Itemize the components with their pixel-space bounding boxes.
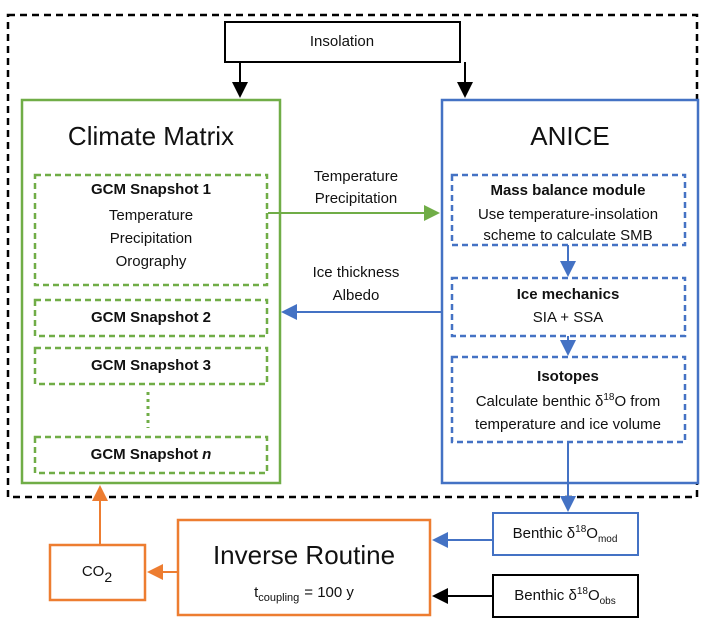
label: Use temperature-insolation [478, 206, 658, 223]
label: SIA + SSA [533, 309, 603, 326]
label: Orography [116, 253, 187, 270]
benthic-mod-box [492, 512, 639, 556]
snapshot-box [33, 346, 269, 386]
text: 18 [603, 392, 615, 403]
label: scheme to calculate SMB [483, 227, 652, 244]
module-title: Mass balance module [490, 182, 645, 199]
text: 18 [577, 586, 589, 597]
text: obs [600, 596, 616, 607]
snapshot-title: GCM Snapshot 3 [91, 357, 211, 374]
title: ANICE [530, 121, 609, 151]
text: = 100 y [304, 584, 354, 601]
snapshot-box [33, 173, 269, 287]
text: 2 [104, 569, 112, 585]
text: coupling [258, 592, 299, 604]
text: 18 [575, 524, 587, 535]
snapshot-box [33, 298, 269, 338]
text: O [586, 525, 598, 542]
module-title: Ice mechanics [517, 286, 620, 303]
label: Precipitation [110, 230, 193, 247]
text: n [202, 446, 211, 463]
label: temperature and ice volume [475, 416, 661, 433]
arrow-label: Ice thickness [313, 264, 400, 281]
inverse-routine-box [176, 518, 432, 617]
label: Benthic δ18Omod [513, 524, 618, 545]
text: mod [598, 534, 617, 545]
text: t [254, 584, 259, 601]
label: CO2 [82, 563, 113, 585]
insolation-box [224, 21, 461, 63]
arrow-label: Temperature [314, 168, 398, 185]
climate-matrix-box [20, 98, 282, 485]
text: O [588, 587, 600, 604]
label: Calculate benthic δ18O from [476, 392, 661, 410]
arrow-label: Precipitation [315, 190, 398, 207]
module-title: Isotopes [537, 368, 599, 385]
text: GCM Snapshot [91, 446, 199, 463]
arrow-label: Albedo [333, 287, 380, 304]
module-box [450, 173, 687, 247]
label: Insolation [310, 33, 374, 50]
snapshot-title: GCM Snapshot 2 [91, 309, 211, 326]
label: tcoupling = 100 y [254, 584, 354, 604]
anice-box [440, 98, 700, 485]
module-box [450, 276, 687, 338]
co2-box [48, 543, 147, 602]
snapshot-title: GCM Snapshot n [91, 446, 212, 463]
text: Benthic δ [514, 587, 577, 604]
snapshot-box [33, 435, 269, 475]
text: Calculate benthic δ [476, 393, 604, 410]
title: Climate Matrix [68, 121, 234, 151]
title: Inverse Routine [213, 540, 395, 570]
text: O from [614, 393, 660, 410]
benthic-obs-box [492, 574, 639, 618]
snapshot-title: GCM Snapshot 1 [91, 181, 211, 198]
text: CO [82, 563, 105, 580]
label: Temperature [109, 207, 193, 224]
labels: Insolation Climate Matrix GCM Snapshot 1… [68, 33, 661, 607]
text: Benthic δ [513, 525, 576, 542]
label: Benthic δ18Oobs [514, 586, 615, 607]
shapes [6, 13, 700, 618]
